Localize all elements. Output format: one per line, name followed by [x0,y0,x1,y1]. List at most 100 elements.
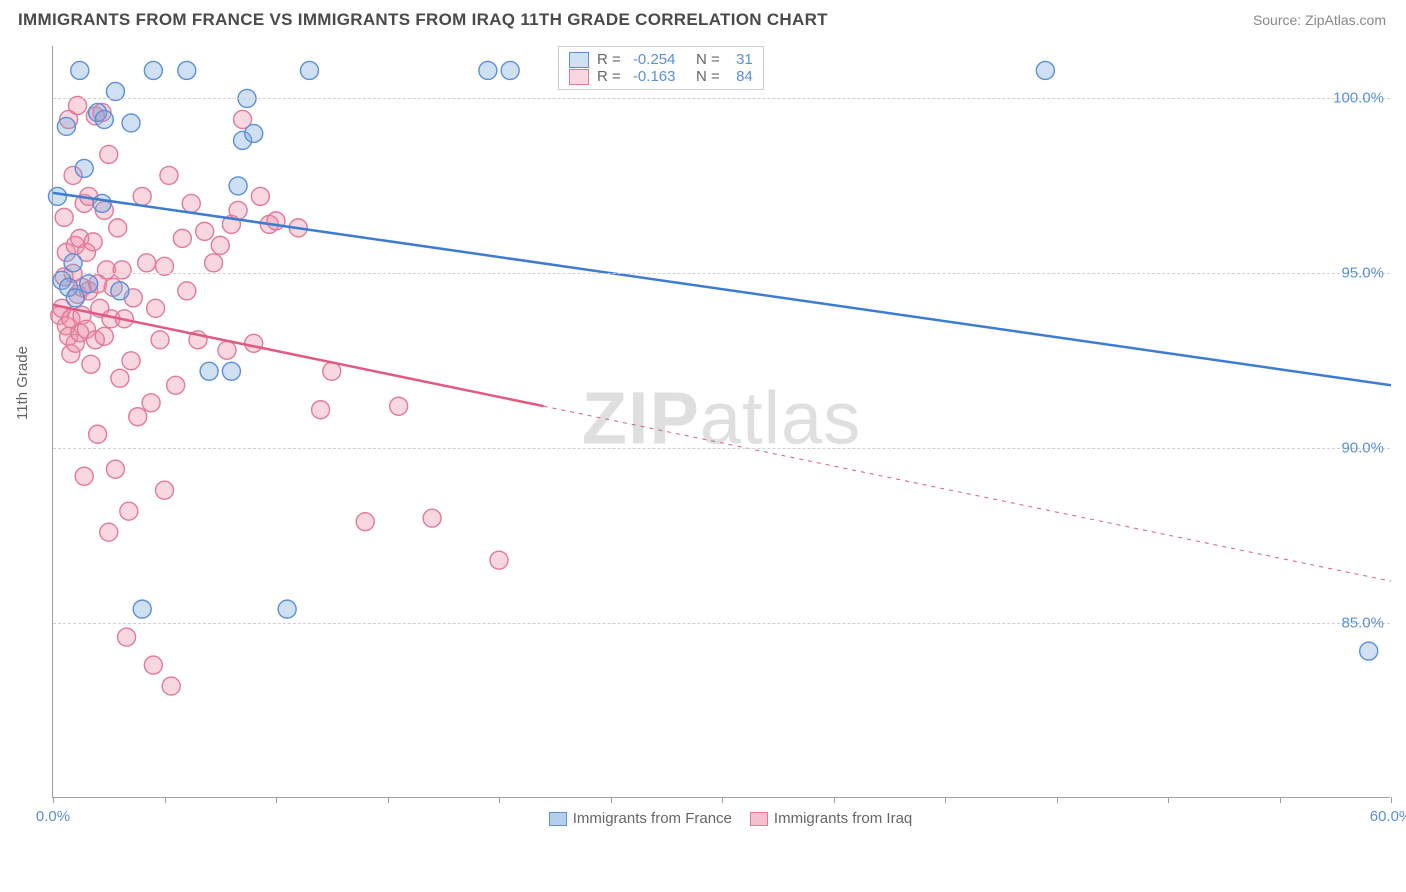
x-tick-mark [834,797,835,803]
legend-row: R = -0.163 N = 84 [569,68,753,85]
x-tick-mark [53,797,54,803]
scatter-point [267,212,285,230]
x-tick-label: 0.0% [36,808,70,825]
x-tick-mark [165,797,166,803]
scatter-point [93,194,111,212]
x-tick-mark [388,797,389,803]
legend-r-value: -0.254 [633,51,676,68]
scatter-point [356,513,374,531]
scatter-point [111,282,129,300]
legend-swatch [569,52,589,68]
gridline [53,448,1390,449]
scatter-point [100,523,118,541]
scatter-point [95,110,113,128]
scatter-point [323,362,341,380]
scatter-point [106,460,124,478]
y-tick-label: 85.0% [1341,615,1384,632]
legend-n-label: N = [683,68,723,85]
scatter-point [200,362,218,380]
legend-row: R = -0.254 N = 31 [569,51,753,68]
legend-series-label: Immigrants from Iraq [774,810,912,827]
scatter-point [109,219,127,237]
scatter-point [57,117,75,135]
scatter-point [178,282,196,300]
legend-r-label: R = [597,51,625,68]
trend-line [53,193,1391,385]
scatter-point [142,394,160,412]
legend-n-label: N = [683,51,723,68]
scatter-svg [53,46,1390,797]
scatter-point [133,600,151,618]
scatter-point [66,289,84,307]
legend-swatch [569,69,589,85]
x-tick-mark [1391,797,1392,803]
scatter-point [100,145,118,163]
legend-series-label: Immigrants from France [573,810,732,827]
scatter-point [245,334,263,352]
x-tick-label: 60.0% [1370,808,1406,825]
scatter-point [1360,642,1378,660]
x-tick-mark [611,797,612,803]
x-tick-mark [722,797,723,803]
scatter-point [218,341,236,359]
scatter-point [300,61,318,79]
scatter-point [122,114,140,132]
x-tick-mark [1057,797,1058,803]
trend-line-dashed [544,406,1391,581]
scatter-point [147,299,165,317]
scatter-point [501,61,519,79]
scatter-point [251,187,269,205]
x-tick-mark [1280,797,1281,803]
scatter-point [205,254,223,272]
x-tick-mark [945,797,946,803]
scatter-point [479,61,497,79]
scatter-point [129,408,147,426]
legend-swatch [549,812,567,826]
legend-r-label: R = [597,68,625,85]
scatter-point [229,201,247,219]
y-tick-label: 100.0% [1333,90,1384,107]
chart-plot-area: ZIPatlas R = -0.254 N = 31R = -0.163 N =… [52,46,1390,798]
scatter-point [133,187,151,205]
scatter-point [390,397,408,415]
series-legend: Immigrants from France Immigrants from Ir… [53,810,1390,827]
legend-n-value: 31 [732,51,753,68]
scatter-point [490,551,508,569]
x-tick-mark [499,797,500,803]
y-tick-label: 95.0% [1341,265,1384,282]
scatter-point [48,187,66,205]
scatter-point [278,600,296,618]
scatter-point [196,222,214,240]
scatter-point [111,369,129,387]
x-tick-mark [276,797,277,803]
scatter-point [75,467,93,485]
y-tick-label: 90.0% [1341,440,1384,457]
scatter-point [162,677,180,695]
scatter-point [138,254,156,272]
scatter-point [55,208,73,226]
scatter-point [160,166,178,184]
scatter-point [95,327,113,345]
scatter-point [84,233,102,251]
correlation-legend: R = -0.254 N = 31R = -0.163 N = 84 [558,46,764,90]
source-label: Source: ZipAtlas.com [1253,12,1386,28]
scatter-point [75,159,93,177]
scatter-point [423,509,441,527]
scatter-point [144,61,162,79]
scatter-point [245,124,263,142]
scatter-point [182,194,200,212]
scatter-point [178,61,196,79]
scatter-point [151,331,169,349]
x-tick-mark [1168,797,1169,803]
scatter-point [229,177,247,195]
scatter-point [1036,61,1054,79]
legend-swatch [750,812,768,826]
scatter-point [167,376,185,394]
scatter-point [173,229,191,247]
legend-n-value: 84 [732,68,753,85]
scatter-point [82,355,100,373]
gridline [53,273,1390,274]
scatter-point [222,362,240,380]
scatter-point [71,61,89,79]
scatter-point [118,628,136,646]
